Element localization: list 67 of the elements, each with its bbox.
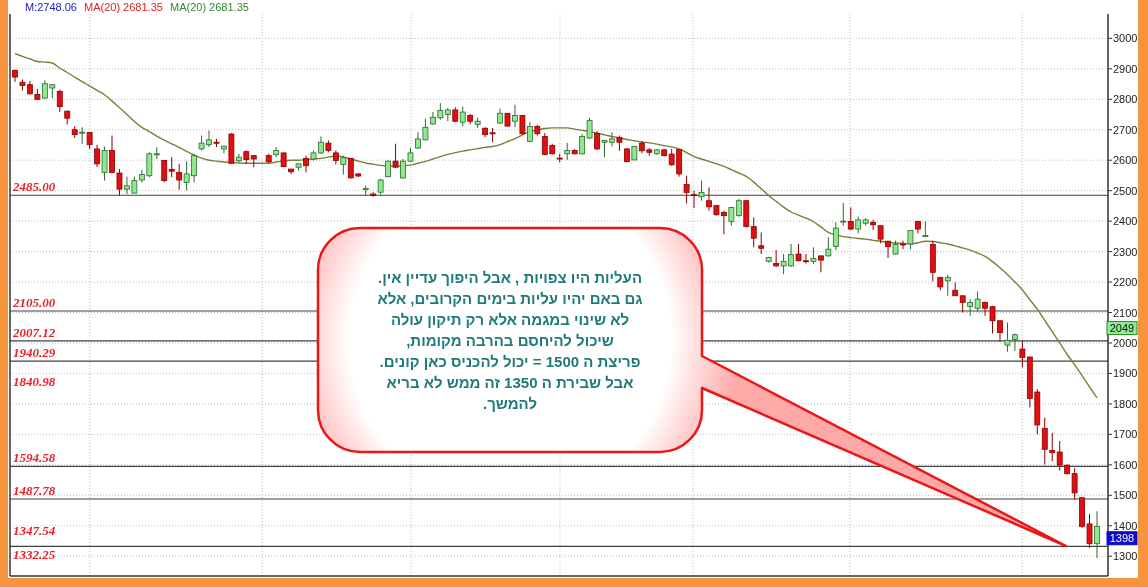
candlestick bbox=[594, 130, 600, 151]
y-tick-label: 2200 bbox=[1113, 276, 1138, 289]
annotation: 1347.54 bbox=[13, 523, 56, 538]
y-tick-label: 2500 bbox=[1113, 184, 1138, 197]
candlestick bbox=[907, 230, 914, 250]
y-tick-label: 1900 bbox=[1113, 367, 1138, 380]
text: MA(20) 2681.35 bbox=[84, 1, 163, 13]
candlestick bbox=[362, 184, 369, 197]
candlestick bbox=[1094, 510, 1100, 559]
ref-line-label: 1487.78 bbox=[13, 483, 56, 498]
candlestick bbox=[870, 219, 877, 231]
y-tick-label: 1500 bbox=[1113, 489, 1138, 502]
y-tick-label: 2800 bbox=[1113, 93, 1138, 106]
ref-line-label: 2485.00 bbox=[12, 179, 56, 195]
text: M:2748.06 bbox=[25, 1, 77, 13]
candlestick bbox=[512, 104, 518, 128]
y-tick-label: 3000 bbox=[1113, 32, 1138, 45]
y-tick-label: 1800 bbox=[1113, 397, 1138, 410]
candlestick bbox=[773, 249, 780, 268]
candlestick bbox=[847, 206, 854, 231]
candlestick bbox=[832, 221, 839, 251]
y-tick-label: 2400 bbox=[1113, 215, 1138, 228]
candlestick bbox=[840, 202, 847, 227]
candlestick bbox=[691, 190, 697, 209]
y-tick-label: 2600 bbox=[1113, 154, 1138, 167]
y-tick-label: 2700 bbox=[1113, 123, 1138, 136]
candlestick bbox=[1004, 322, 1011, 353]
y-tick-label: 1700 bbox=[1113, 428, 1138, 441]
candlestick bbox=[818, 255, 824, 273]
candlestick bbox=[683, 175, 690, 204]
candlestick bbox=[944, 274, 951, 297]
text: 1398 bbox=[1109, 532, 1135, 545]
y-tick-label: 1400 bbox=[1113, 519, 1138, 532]
candlestick bbox=[1049, 432, 1056, 462]
text: MA(20) 2681.35 bbox=[170, 1, 249, 13]
candlestick bbox=[79, 126, 86, 145]
candlestick bbox=[750, 216, 757, 248]
y-tick-label: 1300 bbox=[1113, 550, 1138, 563]
candlestick bbox=[168, 156, 175, 178]
ref-line-label: 1332.25 bbox=[13, 547, 56, 563]
ref-line-label: 2007.12 bbox=[12, 324, 56, 340]
candlestick bbox=[1012, 333, 1018, 352]
candlestick bbox=[340, 155, 347, 176]
candlestick bbox=[303, 155, 309, 173]
candlestick bbox=[392, 143, 399, 169]
y-tick-label: 2100 bbox=[1113, 306, 1138, 319]
annotation: 1840.98 bbox=[13, 374, 56, 389]
y-tick-label: 2900 bbox=[1113, 62, 1138, 75]
candlestick bbox=[758, 231, 765, 255]
candlestick bbox=[94, 144, 100, 168]
y-tick-label: 2000 bbox=[1113, 336, 1138, 349]
candlestick bbox=[101, 146, 108, 182]
y-tick-label: 2300 bbox=[1113, 245, 1138, 258]
candlestick bbox=[1041, 417, 1048, 466]
ref-line-label: 1594.58 bbox=[13, 450, 56, 466]
annotation: 2049 bbox=[1109, 322, 1135, 335]
ref-line-label: 2105.00 bbox=[12, 294, 56, 310]
candlestick bbox=[176, 163, 183, 191]
ref-line-label: 1940.29 bbox=[13, 345, 56, 361]
candlestick bbox=[56, 89, 63, 113]
candlestick bbox=[885, 240, 891, 259]
candlestick bbox=[825, 236, 832, 258]
candlestick bbox=[459, 106, 466, 127]
candlestick bbox=[698, 180, 705, 202]
y-tick-label: 1600 bbox=[1113, 458, 1138, 471]
candlestick bbox=[900, 240, 906, 250]
annotation: העליות היו צפויות , אבל היפוך עדיין אין. גם באם יהיו עליות בימים הקרובים, אלא לא שינוי במגמה אלא רק תיקון עולה שיכול להיחסם בהרבה מקומות, פריצת ה 1500 = יכול להכניס כאן קונים. אבל שבירת ה 1350 זה ממש לא בריא להמשך. bbox=[377, 269, 643, 412]
